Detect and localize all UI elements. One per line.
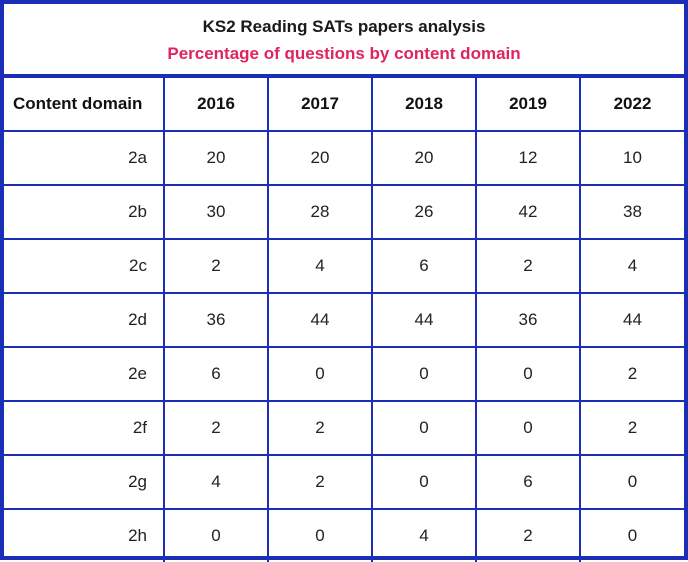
percentage-cell: 2: [476, 239, 581, 294]
column-header-year: 2018: [372, 78, 477, 132]
column-header-year: 2019: [476, 78, 581, 132]
column-header-year: 2016: [164, 78, 269, 132]
percentage-cell: 0: [476, 401, 581, 456]
percentage-cell: 2: [580, 347, 684, 402]
percentage-cell: 10: [580, 131, 684, 186]
percentage-cell: 2: [580, 401, 684, 456]
table-title: KS2 Reading SATs papers analysis: [202, 17, 486, 36]
table-row: 2h 0 0 4 2 0: [4, 509, 684, 562]
percentage-cell: 4: [372, 509, 477, 562]
table-row: 2g 4 2 0 6 0: [4, 455, 684, 510]
percentage-cell: 38: [580, 185, 684, 240]
percentage-cell: 0: [268, 509, 373, 562]
percentage-cell: 26: [372, 185, 477, 240]
content-domain-cell: 2g: [4, 455, 165, 510]
table-row: 2e 6 0 0 0 2: [4, 347, 684, 402]
content-domain-cell: 2e: [4, 347, 165, 402]
percentage-cell: 4: [164, 455, 269, 510]
table-header: Content domain 2016 2017 2018 2019 2022: [4, 78, 684, 132]
percentage-cell: 30: [164, 185, 269, 240]
column-header-content-domain: Content domain: [4, 78, 165, 132]
percentage-cell: 20: [268, 131, 373, 186]
percentage-cell: 2: [268, 401, 373, 456]
percentage-cell: 6: [164, 347, 269, 402]
table-row: 2c 2 4 6 2 4: [4, 239, 684, 294]
percentage-cell: 0: [476, 347, 581, 402]
content-domain-cell: 2a: [4, 131, 165, 186]
percentage-cell: 2: [164, 239, 269, 294]
percentage-cell: 2: [476, 509, 581, 562]
title-block: KS2 Reading SATs papers analysis Percent…: [4, 4, 684, 78]
percentage-cell: 2: [268, 455, 373, 510]
percentage-cell: 4: [580, 239, 684, 294]
percentage-cell: 28: [268, 185, 373, 240]
column-header-year: 2022: [580, 78, 684, 132]
percentage-cell: 0: [372, 347, 477, 402]
percentage-cell: 0: [372, 401, 477, 456]
percentage-cell: 44: [580, 293, 684, 348]
percentage-cell: 2: [164, 401, 269, 456]
content-domain-table: Content domain 2016 2017 2018 2019 2022 2a 20 2…: [4, 78, 684, 562]
table-row: 2f 2 2 0 0 2: [4, 401, 684, 456]
percentage-cell: 12: [476, 131, 581, 186]
percentage-cell: 0: [627, 526, 638, 545]
percentage-cell: 6: [476, 455, 581, 510]
table-body: 2a 20 20 20 12 10 2b 30 28 26 42 38 2c 2 4 6 2 4 2d 36 44 44 3…: [4, 131, 684, 562]
percentage-cell: 0: [372, 455, 477, 510]
table-subtitle: Percentage of questions by content domai…: [167, 44, 521, 63]
percentage-cell: 0: [164, 509, 269, 562]
content-domain-cell: 2d: [4, 293, 165, 348]
percentage-cell: 0: [268, 347, 373, 402]
percentage-cell: 36: [164, 293, 269, 348]
percentage-cell: 20: [164, 131, 269, 186]
percentage-cell: 4: [268, 239, 373, 294]
header-row: Content domain 2016 2017 2018 2019 2022: [4, 78, 684, 132]
table-row: 2a 20 20 20 12 10: [4, 131, 684, 186]
percentage-cell: 44: [268, 293, 373, 348]
content-domain-cell: 2f: [4, 401, 165, 456]
content-domain-cell: 2c: [4, 239, 165, 294]
percentage-cell: 0: [580, 455, 684, 510]
percentage-cell: 20: [372, 131, 477, 186]
table-row: 2b 30 28 26 42 38: [4, 185, 684, 240]
table-row: 2d 36 44 44 36 44: [4, 293, 684, 348]
percentage-cell: 6: [372, 239, 477, 294]
column-header-year: 2017: [268, 78, 373, 132]
percentage-cell: 36: [476, 293, 581, 348]
percentage-cell: 44: [372, 293, 477, 348]
content-domain-cell: 2h: [4, 509, 165, 562]
content-domain-cell: 2b: [4, 185, 165, 240]
percentage-cell: 42: [476, 185, 581, 240]
